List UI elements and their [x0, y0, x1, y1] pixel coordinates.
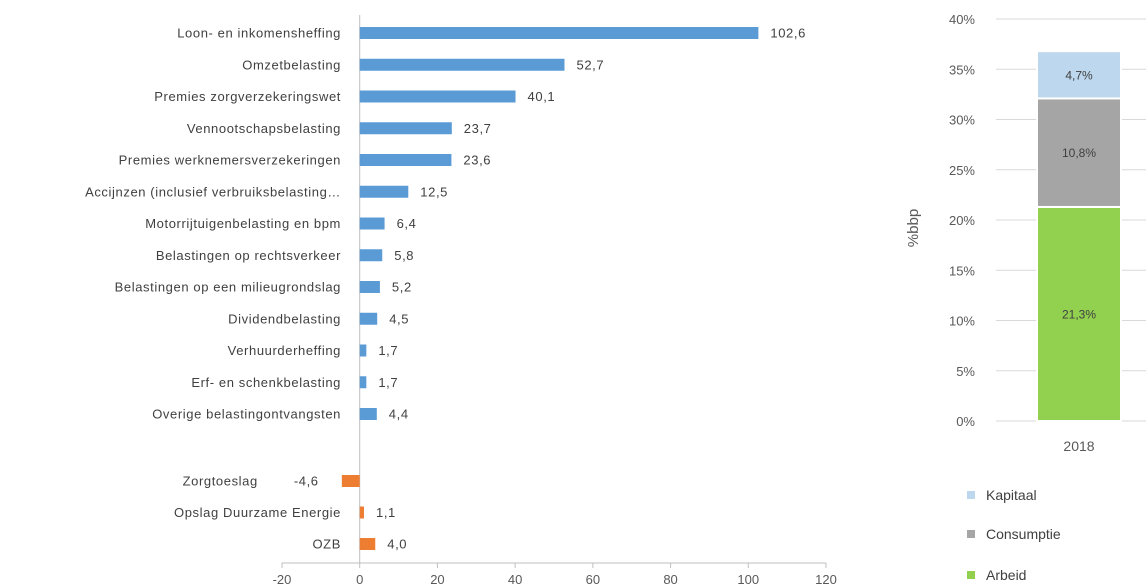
- tax-share-stacked-chart: %bbp 0% 5% 10% 15% 20% 25% 30% 35% 40% 21,3% 10,8%…: [905, 12, 1146, 454]
- y-tick-label: 20%: [949, 213, 975, 228]
- bar: [359, 281, 380, 293]
- category-label: Omzetbelasting: [242, 57, 341, 72]
- bar: [359, 376, 367, 389]
- segment-data-label: 10,8%: [1062, 146, 1096, 160]
- category-label: OZB: [312, 537, 341, 552]
- bar: [359, 408, 377, 420]
- y-axis-label: %bbp: [905, 209, 922, 247]
- x-tick-label: -20: [273, 572, 292, 586]
- data-label: -4,6: [294, 474, 319, 489]
- legend: Kapitaal Consumptie Arbeid: [967, 487, 1061, 583]
- x-tick-label: 0: [356, 572, 363, 586]
- category-label: Overige belastingontvangsten: [152, 407, 341, 422]
- legend-swatch: [967, 530, 975, 538]
- category-label: Zorgtoeslag: [183, 474, 258, 489]
- y-tick-label: 5%: [956, 364, 975, 379]
- data-label: 5,8: [394, 248, 414, 263]
- y-tick-label: 0%: [956, 414, 975, 429]
- bar: [359, 27, 759, 39]
- category-label: 2018: [1063, 438, 1094, 454]
- legend-label: Arbeid: [986, 567, 1026, 583]
- category-label: Dividendbelasting: [228, 311, 341, 326]
- x-tick-label: 120: [815, 572, 837, 586]
- data-label: 1,1: [376, 505, 396, 520]
- bar: [359, 58, 565, 71]
- bar: [359, 538, 376, 550]
- bar: [359, 217, 385, 230]
- data-label: 1,7: [378, 375, 398, 390]
- bar: [359, 185, 409, 198]
- bar: [341, 475, 360, 487]
- x-tick-label: 40: [508, 572, 522, 586]
- bar: [359, 312, 378, 325]
- category-label: Premies zorgverzekeringswet: [154, 89, 341, 104]
- data-label: 6,4: [397, 216, 417, 231]
- data-label: 23,7: [464, 121, 492, 136]
- legend-swatch: [967, 571, 975, 579]
- x-tick-label: 100: [737, 572, 759, 586]
- category-label: Verhuurderheffing: [228, 343, 341, 358]
- bar: [359, 122, 452, 135]
- stacked-segment: [1036, 97, 1122, 208]
- x-tick-label: 60: [586, 572, 600, 586]
- category-label: Erf- en schenkbelasting: [191, 375, 341, 390]
- category-label: Accijnzen (inclusief verbruiksbelasting…: [85, 184, 341, 199]
- segment-data-label: 4,7%: [1065, 68, 1093, 82]
- bar: [359, 90, 516, 103]
- category-label: Belastingen op een milieugrondslag: [115, 280, 341, 295]
- bar: [359, 506, 364, 519]
- category-label: Vennootschapsbelasting: [187, 121, 341, 136]
- data-label: 1,7: [378, 343, 398, 358]
- category-label: Premies werknemersverzekeringen: [119, 153, 341, 168]
- y-tick-label: 40%: [949, 12, 975, 27]
- stacked-segment: [1036, 50, 1122, 100]
- category-label: Motorrijtuigenbelasting en bpm: [145, 216, 341, 231]
- legend-label: Consumptie: [986, 526, 1061, 542]
- data-label: 12,5: [420, 184, 448, 199]
- bar: [359, 249, 383, 262]
- data-label: 102,6: [770, 26, 806, 41]
- legend-swatch: [967, 491, 975, 499]
- y-tick-label: 35%: [949, 62, 975, 77]
- category-label: Belastingen op rechtsverkeer: [156, 248, 341, 263]
- x-tick-label: 20: [430, 572, 444, 586]
- y-tick-label: 30%: [949, 113, 975, 128]
- data-label: 4,4: [389, 407, 409, 422]
- data-label: 52,7: [576, 57, 604, 72]
- category-label: Opslag Duurzame Energie: [174, 505, 341, 520]
- y-tick-label: 10%: [949, 314, 975, 329]
- y-tick-label: 15%: [949, 263, 975, 278]
- data-label: 40,1: [528, 89, 556, 104]
- bar: [359, 344, 367, 357]
- tax-revenue-bar-chart: -20 0 20 40 60 80 100 120 Loon- en inkomensheffi…: [85, 15, 837, 586]
- data-label: 4,5: [389, 311, 409, 326]
- data-label: 4,0: [387, 537, 407, 552]
- x-tick-label: 80: [663, 572, 677, 586]
- bar: [359, 154, 452, 166]
- legend-label: Kapitaal: [986, 487, 1037, 503]
- data-label: 23,6: [463, 153, 491, 168]
- category-label: Loon- en inkomensheffing: [177, 26, 341, 41]
- segment-data-label: 21,3%: [1062, 307, 1096, 321]
- data-label: 5,2: [392, 280, 412, 295]
- y-tick-label: 25%: [949, 163, 975, 178]
